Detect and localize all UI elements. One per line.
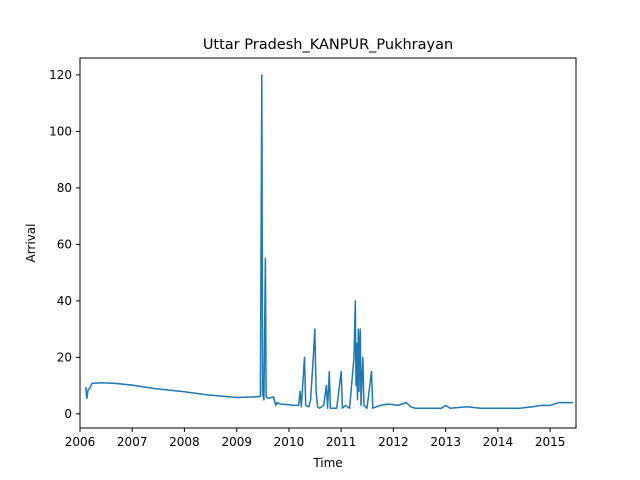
y-tick-label: 80 xyxy=(57,181,72,195)
y-tick-label: 0 xyxy=(64,407,72,421)
x-tick-label: 2014 xyxy=(483,435,514,449)
x-tick-label: 2008 xyxy=(169,435,200,449)
x-axis-title: Time xyxy=(312,456,342,470)
y-axis-title: Arrival xyxy=(24,224,38,263)
y-tick-label: 100 xyxy=(49,124,72,138)
x-tick-label: 2006 xyxy=(65,435,96,449)
series-line xyxy=(84,74,573,409)
chart-title: Uttar Pradesh_KANPUR_Pukhrayan xyxy=(203,37,453,53)
plot-area xyxy=(79,57,577,429)
x-tick-label: 2011 xyxy=(326,435,357,449)
y-tick-label: 120 xyxy=(49,68,72,82)
x-axis: 2006 2007 2008 2009 2010 2011 2012 2013 2014 2015 xyxy=(65,428,566,449)
x-tick-label: 2007 xyxy=(117,435,148,449)
y-tick-label: 60 xyxy=(57,237,72,251)
x-tick-label: 2009 xyxy=(221,435,252,449)
y-axis: 0 20 40 60 80 100 120 xyxy=(49,68,80,421)
y-tick-label: 20 xyxy=(57,350,72,364)
x-tick-label: 2010 xyxy=(274,435,305,449)
x-tick-label: 2015 xyxy=(535,435,566,449)
x-tick-label: 2012 xyxy=(378,435,409,449)
y-tick-label: 40 xyxy=(57,294,72,308)
x-tick-label: 2013 xyxy=(430,435,461,449)
